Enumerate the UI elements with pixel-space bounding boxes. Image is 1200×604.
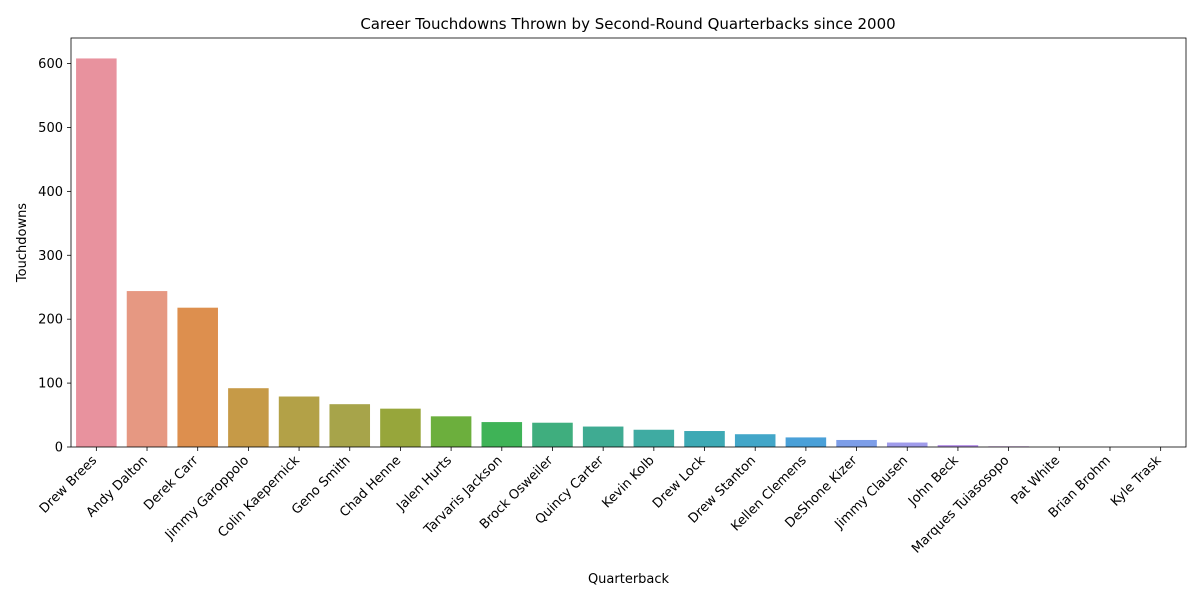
- bar-tarvaris-jackson: [481, 422, 523, 447]
- bar-jimmy-garoppolo: [228, 388, 269, 447]
- y-axis-label: Touchdowns: [15, 203, 30, 283]
- y-tick-label: 200: [38, 313, 63, 328]
- x-tick-label: Pat White: [1008, 453, 1063, 508]
- bar-jimmy-clausen: [886, 442, 928, 447]
- bar-kevin-kolb: [633, 429, 675, 447]
- bar-drew-stanton: [734, 434, 776, 447]
- x-axis-label: Quarterback: [588, 572, 670, 587]
- bar-derek-carr: [177, 307, 218, 447]
- bar-jalen-hurts: [430, 416, 472, 447]
- x-tick-label: Kevin Kolb: [600, 453, 658, 511]
- x-tick-label: Jimmy Garoppolo: [162, 453, 252, 543]
- bar-drew-brees: [76, 58, 117, 447]
- bar-drew-lock: [684, 431, 725, 447]
- bar-brock-osweiler: [532, 422, 573, 447]
- x-tick-label: Marques Tuiasosopo: [909, 453, 1012, 556]
- bar-chad-henne: [380, 408, 421, 447]
- y-tick-label: 600: [38, 57, 63, 72]
- bar-geno-smith: [329, 404, 371, 447]
- y-axis: 0 100 200 300 400 500 600: [38, 57, 71, 456]
- y-tick-label: 400: [38, 185, 63, 200]
- chart-title: Career Touchdowns Thrown by Second-Round…: [360, 15, 895, 33]
- bar-quincy-carter: [582, 426, 624, 447]
- bar-deshone-kizer: [836, 439, 877, 447]
- plot-frame: [70, 37, 1187, 448]
- bar-colin-kaepernick: [278, 396, 320, 447]
- y-tick-label: 300: [38, 249, 63, 264]
- bars-layer: [76, 58, 1029, 447]
- bar-john-beck: [937, 445, 979, 447]
- bar-kellen-clemens: [785, 437, 827, 447]
- y-tick-label: 0: [55, 441, 63, 456]
- bar-andy-dalton: [126, 291, 168, 447]
- y-tick-label: 500: [38, 121, 63, 136]
- x-tick-label: Kyle Trask: [1108, 453, 1165, 510]
- y-tick-label: 100: [38, 377, 63, 392]
